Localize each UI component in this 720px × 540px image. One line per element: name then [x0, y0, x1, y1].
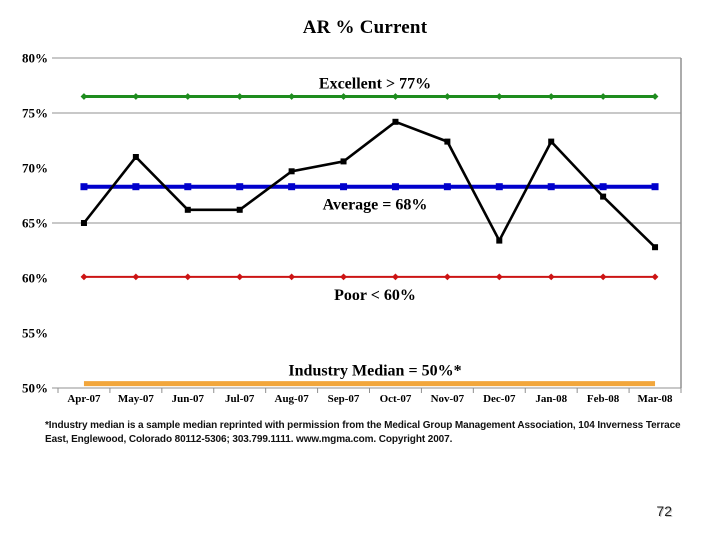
data-series-line: [82, 120, 656, 249]
poor-marker: [184, 273, 192, 281]
average-marker: [80, 183, 88, 191]
average-marker: [288, 183, 296, 191]
average-marker: [340, 183, 348, 191]
excellent-marker: [392, 93, 399, 100]
poor-marker: [547, 273, 555, 281]
excellent-marker: [547, 93, 555, 100]
poor-marker: [599, 273, 607, 281]
average-marker: [651, 183, 659, 191]
data-point-Feb-08: [600, 193, 607, 200]
poor-marker: [651, 273, 659, 281]
average-marker: [599, 183, 607, 191]
excellent-marker: [184, 93, 192, 100]
y-axis-tick-label: 60%: [22, 271, 48, 286]
y-axis-tick-label: 80%: [22, 51, 48, 66]
poor-marker: [392, 273, 399, 281]
data-point-Apr-07: [80, 220, 87, 226]
x-axis-label: Apr-07: [67, 393, 101, 405]
y-axis-tick-label: 65%: [22, 216, 48, 231]
data-point-Mar-08: [652, 244, 659, 251]
reference-line-label-average: Average = 68%: [323, 197, 428, 214]
reference-line-label-poor: Poor < 60%: [334, 287, 416, 304]
x-axis-label: Oct-07: [380, 393, 412, 405]
poor-marker: [340, 273, 347, 281]
average-marker: [443, 183, 451, 191]
data-point-Jun-07: [184, 206, 191, 213]
chart-title: AR % Current: [302, 17, 428, 38]
excellent-marker: [651, 93, 659, 100]
x-axis-label: Sep-07: [328, 393, 360, 405]
page-number: 72: [656, 503, 672, 519]
poor-marker: [80, 273, 88, 281]
average-marker: [236, 183, 244, 191]
average-marker: [495, 183, 503, 191]
reference-line-label-excellent: Excellent > 77%: [319, 76, 431, 93]
poor-marker: [132, 273, 140, 281]
average-marker: [132, 183, 140, 191]
data-point-May-07: [132, 154, 139, 160]
poor-marker: [495, 273, 503, 281]
ar-percent-line-chart: 80% 75% 70% 65% 60% 55% 50% Apr-07 May-07 Jun-07 J…: [22, 51, 682, 405]
excellent-marker: [495, 93, 503, 100]
data-point-Sep-07: [340, 158, 347, 165]
excellent-marker: [236, 93, 244, 100]
average-marker: [391, 183, 399, 191]
y-axis-tick-label: 75%: [22, 106, 48, 121]
x-axis-label: Nov-07: [431, 393, 465, 405]
y-axis-tick-label: 55%: [22, 326, 48, 341]
footnote: *Industry median is a sample median repr…: [45, 419, 705, 446]
poor-marker: [288, 273, 296, 281]
x-axis-label: Feb-08: [587, 393, 620, 405]
excellent-marker: [80, 93, 88, 100]
x-axis-label: Mar-08: [638, 393, 674, 405]
excellent-marker: [443, 93, 451, 100]
excellent-marker: [340, 93, 347, 100]
excellent-marker: [132, 93, 140, 100]
footnote-line-1: *Industry median is a sample median repr…: [45, 420, 681, 431]
y-axis-tick-label: 70%: [22, 161, 48, 176]
y-axis-tick-label: 50%: [22, 381, 48, 396]
excellent-marker: [599, 93, 607, 100]
average-marker: [184, 183, 192, 191]
footnote-line-2: East, Englewood, Colorado 80112-5306; 30…: [45, 433, 453, 445]
x-axis-label: Jun-07: [172, 393, 205, 405]
x-axis-label: May-07: [118, 393, 155, 405]
data-point-Nov-07: [444, 138, 451, 145]
reference-line-label-industry-median: Industry Median = 50%*: [288, 363, 461, 380]
data-point-Jan-08: [548, 138, 555, 145]
x-axis-label: Dec-07: [483, 393, 516, 405]
data-point-Dec-07: [496, 237, 503, 244]
average-marker: [547, 183, 555, 191]
data-point-Aug-07: [288, 168, 295, 175]
data-point-Jul-07: [236, 206, 243, 213]
poor-marker: [236, 273, 244, 281]
x-axis-label: Jul-07: [225, 393, 255, 405]
excellent-marker: [288, 93, 296, 100]
x-axis-label: Aug-07: [275, 393, 310, 405]
x-axis-label: Jan-08: [535, 393, 567, 405]
poor-marker: [443, 273, 451, 281]
data-point-Oct-07: [392, 118, 399, 125]
